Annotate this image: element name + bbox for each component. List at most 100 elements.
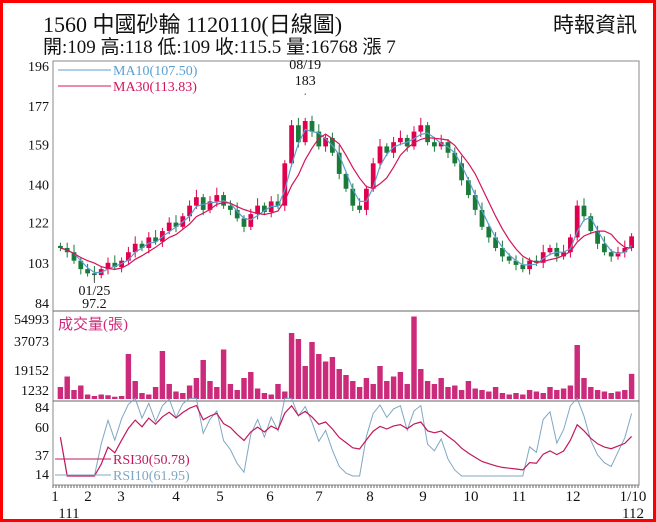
month-label: 6 <box>266 489 274 505</box>
volume-bar <box>574 345 580 399</box>
volume-bar <box>452 385 458 399</box>
candle-body <box>58 245 63 248</box>
volume-bar <box>200 360 206 399</box>
month-label: 8 <box>366 489 374 505</box>
volume-bar <box>581 378 587 399</box>
price-tick-label: 84 <box>35 297 49 312</box>
volume-bar <box>404 384 410 399</box>
volume-bar <box>248 372 254 399</box>
volume-bar <box>384 381 390 399</box>
month-label: 1 <box>51 489 59 505</box>
volume-bar <box>78 385 84 399</box>
volume-bar <box>125 354 132 399</box>
candle-body <box>255 205 260 215</box>
volume-bar <box>424 381 431 399</box>
candle-body <box>384 146 390 153</box>
ma10-line <box>60 128 633 274</box>
price-tick-label: 103 <box>28 257 49 272</box>
rsi-tick-label: 60 <box>35 421 49 436</box>
candle-body <box>479 209 485 227</box>
year-label: 111 <box>58 506 79 522</box>
volume-bar <box>486 391 492 399</box>
volume-bar <box>295 339 302 399</box>
volume-bar <box>397 372 404 399</box>
legend-ma10: MA10(107.50) <box>113 64 198 79</box>
candle-body <box>139 243 145 248</box>
chart-title: 1560 中國砂輪 1120110(日線圖) <box>43 12 343 37</box>
volume-bar <box>146 394 152 399</box>
volume-bar <box>479 390 485 399</box>
volume-bar <box>513 393 519 399</box>
month-label: 10 <box>464 489 479 505</box>
volume-bar <box>132 381 138 399</box>
month-label: 2 <box>84 489 92 505</box>
legend-ma30: MA30(113.83) <box>113 80 197 95</box>
legend-rsi10: RSI10(61.95) <box>113 469 190 484</box>
candle-body <box>493 237 498 248</box>
volume-bar <box>472 388 478 399</box>
candle-body <box>595 231 600 244</box>
candle-body <box>214 195 220 202</box>
candle-body <box>228 205 233 210</box>
candle-body <box>187 205 192 217</box>
month-label: 5 <box>216 489 224 505</box>
volume-bar <box>186 385 193 399</box>
candle-body <box>132 243 138 253</box>
volume-bar <box>588 387 594 399</box>
volume-bar <box>350 381 356 399</box>
candle-body <box>432 142 437 147</box>
volume-bar <box>261 393 268 399</box>
high-value: 183 <box>295 74 316 89</box>
candle-body <box>336 152 342 174</box>
month-label: 4 <box>172 489 180 505</box>
candle-body <box>398 137 403 143</box>
volume-tick-label: 37073 <box>14 335 49 350</box>
candle-body <box>506 256 512 261</box>
price-tick-label: 140 <box>28 179 49 194</box>
volume-bar <box>560 388 567 399</box>
candle-body <box>540 252 546 263</box>
volume-bar <box>207 381 213 399</box>
volume-bar <box>601 391 608 399</box>
volume-bar <box>105 395 111 399</box>
ohlc-stats: 開:109 高:118 低:109 收:115.5 量:16768 漲 7 <box>43 37 396 58</box>
candle-body <box>194 197 199 206</box>
volume-bar <box>316 354 322 399</box>
candle-body <box>581 205 587 217</box>
volume-bar <box>465 381 472 399</box>
candle-body <box>574 205 580 238</box>
price-tick-label: 196 <box>28 60 49 75</box>
candle-body <box>282 163 288 206</box>
chart-svg: 19617715914012210384MA10(107.50)MA30(113… <box>14 58 646 522</box>
volume-bar <box>554 390 560 399</box>
candle-body <box>452 152 458 164</box>
candle-body <box>241 218 247 227</box>
volume-bar <box>533 391 540 399</box>
volume-bar <box>628 373 635 399</box>
candle-body <box>302 121 308 143</box>
volume-bar <box>567 385 574 399</box>
candle-body <box>364 188 369 210</box>
volume-bar <box>173 391 179 399</box>
candle-body <box>459 163 464 181</box>
candle-body <box>472 195 478 210</box>
volume-bar <box>411 316 417 399</box>
volume-bar <box>159 351 166 399</box>
candle-body <box>309 121 315 132</box>
volume-bar <box>166 384 172 399</box>
plot-frame <box>52 60 640 486</box>
brand-label: 時報資訊 <box>553 13 637 37</box>
candle-body <box>629 236 634 248</box>
volume-bar <box>288 333 295 399</box>
volume-bar <box>302 366 308 399</box>
candle-body <box>262 205 267 213</box>
candle-body <box>350 188 356 206</box>
volume-bar <box>64 376 70 399</box>
candle-body <box>377 146 383 164</box>
volume-bar <box>180 393 186 399</box>
candle-body <box>248 214 254 227</box>
volume-bar <box>418 369 424 399</box>
candle-body <box>602 243 607 253</box>
candle-body <box>513 260 519 265</box>
volume-bar <box>390 376 397 399</box>
